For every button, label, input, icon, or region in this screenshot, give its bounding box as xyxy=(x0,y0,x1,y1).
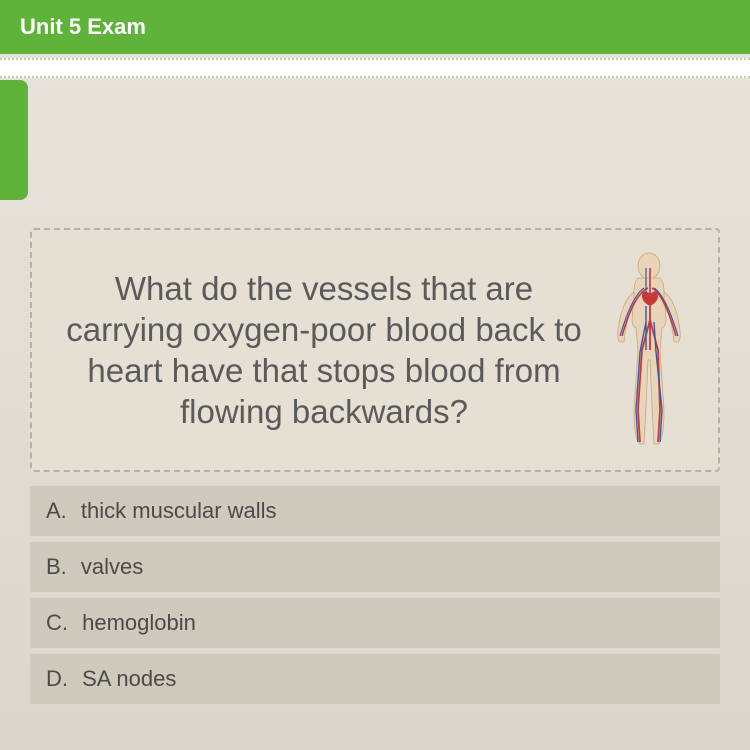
header-divider xyxy=(0,58,750,78)
answer-letter: C. xyxy=(46,610,68,636)
answer-option-d[interactable]: D. SA nodes xyxy=(30,654,720,704)
answer-text: hemoglobin xyxy=(82,610,196,635)
exam-title: Unit 5 Exam xyxy=(20,14,146,39)
content-area: What do the vessels that are carrying ox… xyxy=(30,228,720,704)
answer-letter: D. xyxy=(46,666,68,692)
answer-option-a[interactable]: A. thick muscular walls xyxy=(30,486,720,536)
answer-option-b[interactable]: B. valves xyxy=(30,542,720,592)
question-card: What do the vessels that are carrying ox… xyxy=(30,228,720,472)
answer-text: thick muscular walls xyxy=(81,498,277,523)
answer-list: A. thick muscular walls B. valves C. hem… xyxy=(30,486,720,704)
exam-header: Unit 5 Exam xyxy=(0,0,750,54)
answer-letter: A. xyxy=(46,498,67,524)
answer-letter: B. xyxy=(46,554,67,580)
side-tab[interactable] xyxy=(0,80,28,200)
circulatory-system-icon xyxy=(604,250,694,450)
answer-text: valves xyxy=(81,554,143,579)
answer-text: SA nodes xyxy=(82,666,176,691)
question-text: What do the vessels that are carrying ox… xyxy=(56,268,592,433)
answer-option-c[interactable]: C. hemoglobin xyxy=(30,598,720,648)
